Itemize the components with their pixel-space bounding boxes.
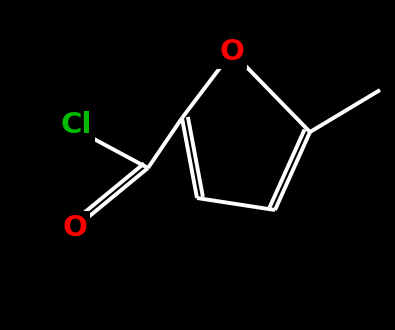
Text: O: O	[220, 38, 245, 66]
Text: Cl: Cl	[60, 111, 92, 139]
Text: O: O	[62, 214, 87, 242]
